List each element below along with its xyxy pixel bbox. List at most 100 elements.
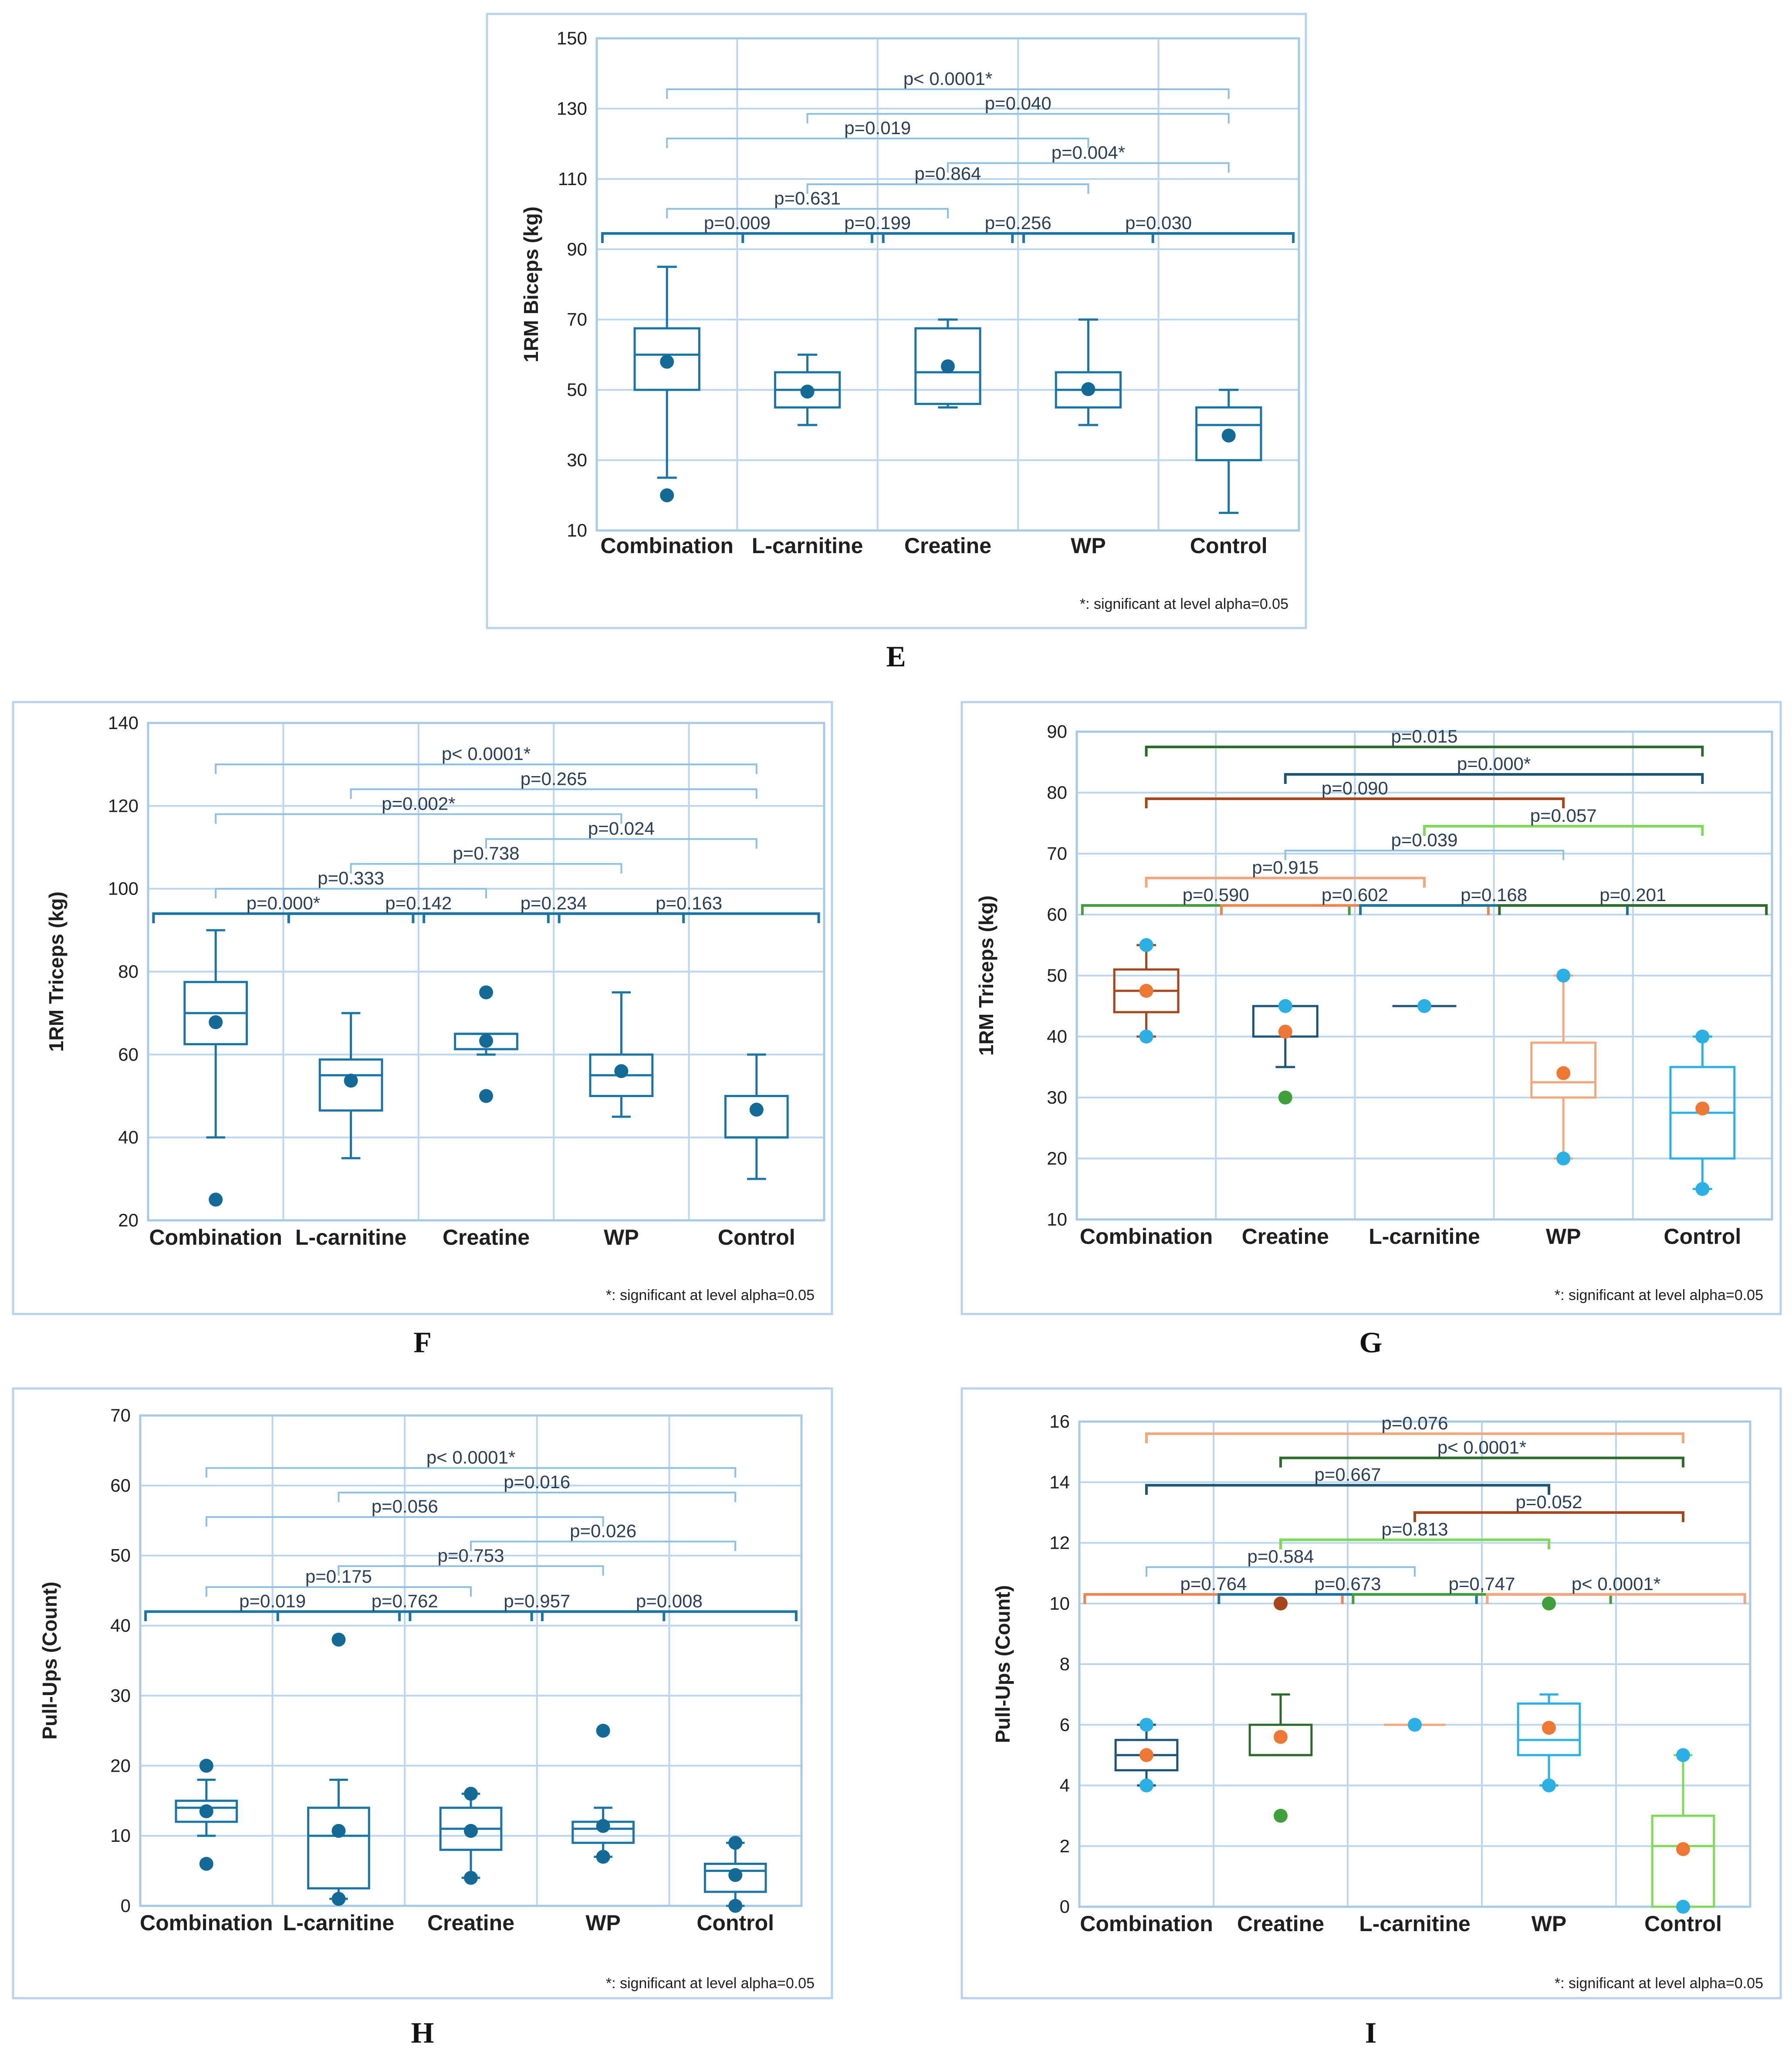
y-tick-label: 20: [1047, 1148, 1067, 1169]
y-tick-label: 80: [118, 961, 139, 982]
mean-marker: [464, 1824, 478, 1838]
outlier-point: [199, 1759, 213, 1773]
outlier-point: [199, 1857, 213, 1871]
y-tick-label: 30: [1047, 1087, 1067, 1108]
p-value-label: p< 0.0001*: [903, 68, 992, 89]
outlier-point: [596, 1723, 610, 1738]
mean-marker: [1676, 1842, 1690, 1856]
y-tick-label: 50: [110, 1545, 131, 1566]
y-tick-label: 70: [567, 309, 587, 330]
p-value-label: p=0.168: [1461, 885, 1527, 905]
panel-letter: H: [411, 2016, 434, 2049]
y-tick-label: 30: [567, 450, 587, 470]
significance-note: *: significant at level alpha=0.05: [606, 1975, 815, 1992]
significance-bracket: [541, 1610, 798, 1621]
outlier-point: [331, 1632, 346, 1647]
outlier-point: [1278, 1091, 1292, 1104]
significance-bracket: [1279, 1538, 1550, 1550]
y-axis-label: 1RM Biceps (kg): [520, 206, 542, 362]
significance-bracket: [666, 88, 1230, 99]
p-value-label: p< 0.0001*: [1572, 1574, 1660, 1594]
outlier-point: [1542, 1778, 1556, 1793]
mean-marker: [596, 1819, 610, 1833]
mean-marker: [209, 1015, 223, 1030]
significance-bracket: [215, 813, 622, 824]
y-tick-label: 10: [1047, 1209, 1067, 1229]
x-tick-label: WP: [1532, 1912, 1567, 1936]
significance-bracket: [1359, 904, 1629, 915]
outlier-point: [1139, 1778, 1153, 1793]
y-tick-label: 2: [1060, 1836, 1070, 1856]
box-iqr: [1517, 1702, 1581, 1756]
p-value-label: p=0.019: [239, 1591, 306, 1611]
mean-marker: [1221, 429, 1236, 443]
outlier-point: [596, 1850, 610, 1864]
y-tick-label: 40: [1047, 1026, 1067, 1047]
x-tick-label: WP: [604, 1225, 639, 1250]
x-tick-label: Combination: [1080, 1224, 1213, 1249]
significance-bracket: [666, 208, 949, 219]
x-tick-label: Combination: [1080, 1912, 1213, 1936]
significance-bracket: [215, 763, 757, 774]
significance-bracket: [558, 912, 820, 923]
significance-bracket: [806, 113, 1230, 124]
p-value-label: p=0.762: [372, 1591, 438, 1611]
outlier-point: [728, 1836, 743, 1850]
y-tick-label: 110: [558, 169, 587, 189]
y-axis-label: 1RM Triceps (kg): [975, 895, 997, 1056]
significance-bracket: [287, 912, 550, 923]
plot-area: [147, 722, 825, 1222]
p-value-label: p=0.667: [1315, 1464, 1381, 1485]
mean-marker: [728, 1868, 743, 1882]
significance-bracket: [741, 232, 1014, 243]
y-tick-label: 4: [1060, 1775, 1070, 1796]
plot-area: [139, 1414, 803, 1907]
p-value-label: p=0.199: [844, 213, 911, 233]
outlier-point: [1695, 1030, 1710, 1044]
p-value-label: p=0.015: [1391, 726, 1458, 746]
panel-frame: [960, 1387, 1782, 1999]
box-iqr: [1195, 406, 1262, 462]
panel-f: 20 40 60 80 100 120 140 Combination L-carnitine C…: [12, 701, 833, 1315]
significance-bracket: [276, 1610, 533, 1621]
mean-marker: [331, 1824, 346, 1838]
box-iqr: [1530, 1041, 1597, 1099]
outlier-point: [1274, 1809, 1288, 1823]
panel-i: 0 2 4 6 8 10 12 14 16 Combination Creatine L-carnit…: [960, 1387, 1782, 1999]
significance-bracket: [1486, 1593, 1746, 1604]
mean-marker: [1081, 382, 1095, 396]
plot-area: [1075, 730, 1773, 1221]
y-tick-label: 10: [1049, 1593, 1070, 1614]
significance-bracket: [470, 1540, 737, 1551]
mean-marker: [660, 355, 674, 369]
p-value-label: p=0.052: [1516, 1492, 1582, 1512]
panel-letter: I: [1365, 2016, 1376, 2049]
p-value-label: p=0.090: [1322, 778, 1388, 798]
outlier-point: [1676, 1900, 1690, 1914]
outlier-point: [464, 1787, 478, 1801]
y-tick-label: 60: [1047, 904, 1067, 925]
mean-marker: [1417, 999, 1431, 1013]
p-value-label: p=0.673: [1315, 1574, 1381, 1594]
significance-note: *: significant at level alpha=0.05: [1555, 1287, 1763, 1304]
outlier-point: [1556, 1152, 1571, 1165]
outlier-point: [1139, 938, 1153, 952]
significance-bracket: [1352, 1593, 1612, 1604]
outlier-point: [1274, 1596, 1288, 1611]
significance-bracket: [1145, 746, 1704, 757]
p-value-label: p=0.008: [636, 1591, 703, 1611]
significance-bracket: [1081, 904, 1351, 915]
panel-e: 10 30 50 70 90 110 130 150 Combination L-carnitin…: [486, 13, 1307, 629]
p-value-label: p=0.584: [1248, 1546, 1314, 1567]
y-tick-label: 150: [557, 28, 587, 48]
y-tick-label: 70: [1047, 843, 1067, 864]
y-tick-label: 80: [1047, 782, 1067, 803]
p-value-label: p=0.602: [1322, 885, 1388, 905]
p-value-label: p< 0.0001*: [1437, 1437, 1526, 1458]
x-tick-label: Creatine: [1242, 1224, 1329, 1249]
panel-frame: [12, 701, 833, 1315]
x-tick-label: L-carnitine: [752, 534, 863, 558]
mean-marker: [344, 1074, 358, 1088]
mean-marker: [1556, 1066, 1571, 1080]
